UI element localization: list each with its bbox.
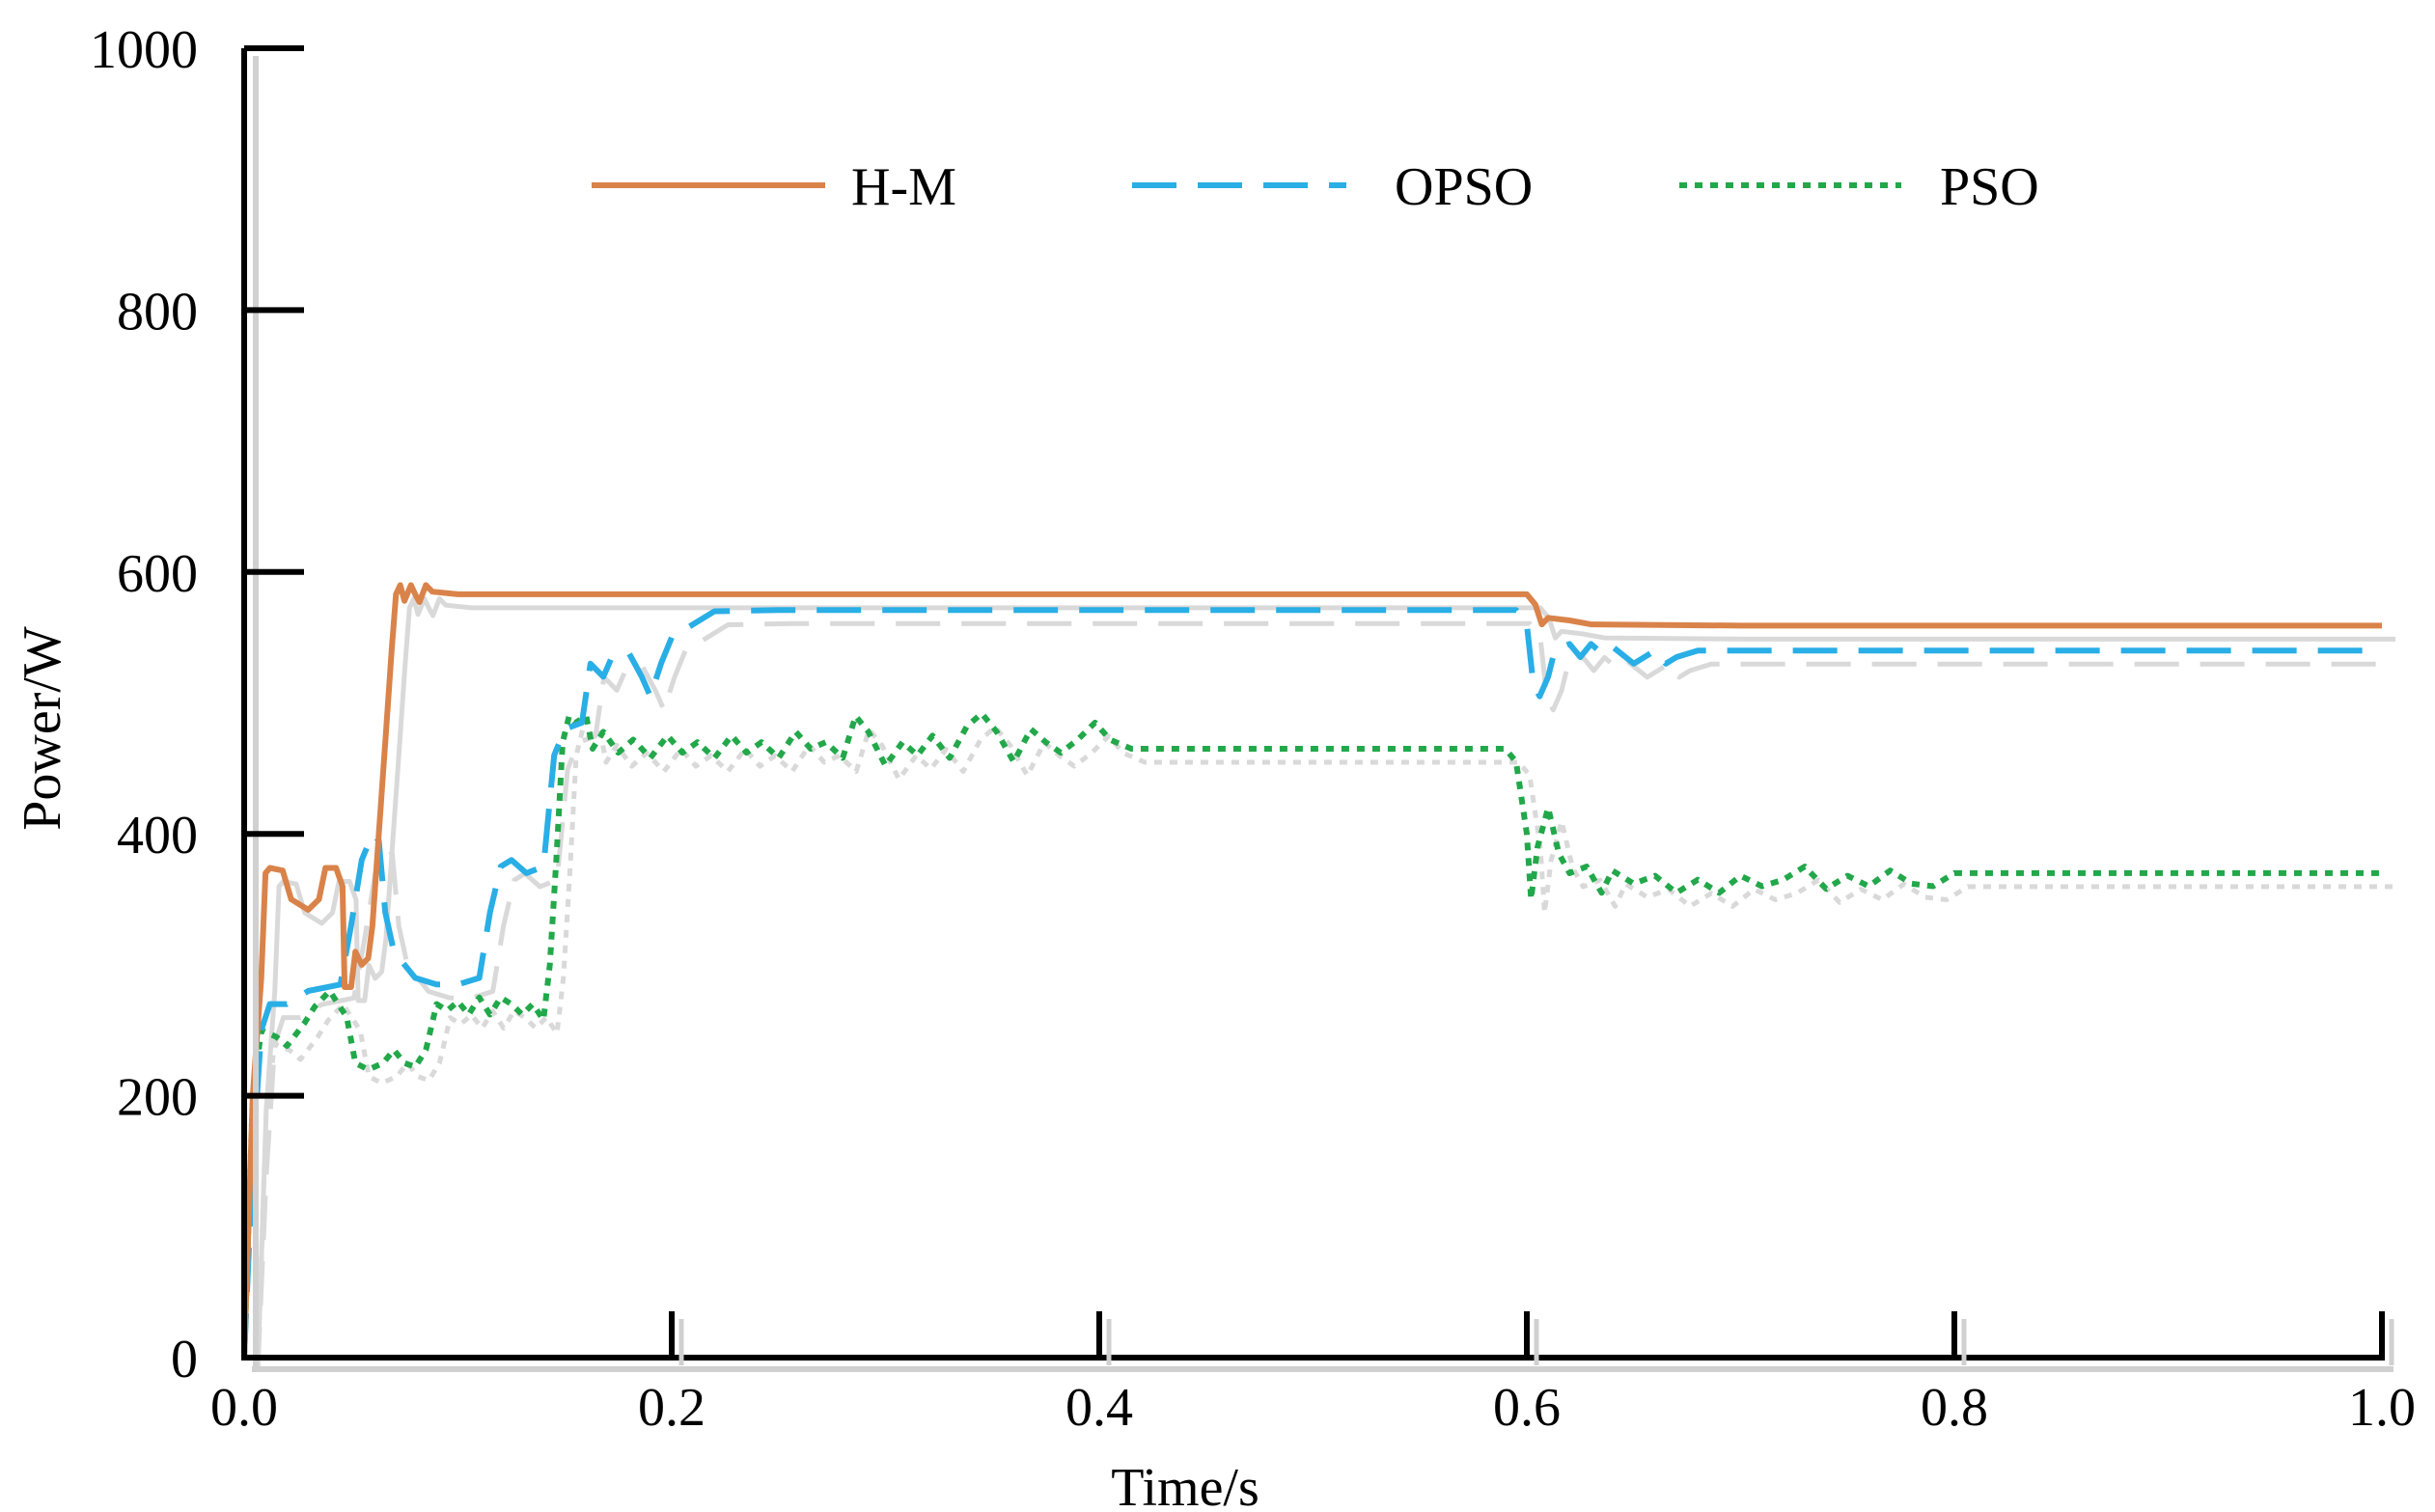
x-tick-label: 0.0 (210, 1378, 278, 1438)
x-tick-label: 0.2 (638, 1378, 706, 1438)
y-tick-label: 800 (117, 282, 198, 342)
series-line-h-m (241, 582, 2382, 1359)
legend-item-pso: PSO (1679, 157, 2039, 217)
series-line-opso (241, 607, 2382, 1359)
legend-label: PSO (1940, 157, 2039, 217)
series-shadow-opso (255, 620, 2395, 1372)
y-tick-label: 1000 (90, 20, 198, 80)
x-tick-label: 0.6 (1493, 1378, 1561, 1438)
series-layer (241, 582, 2395, 1372)
y-tick-label: 600 (117, 544, 198, 604)
y-axis-title: Power/W (13, 626, 72, 831)
legend-label: H-M (851, 157, 956, 217)
x-axis-title: Time/s (1111, 1458, 1259, 1512)
y-tick-label: 0 (171, 1330, 198, 1389)
y-tick-label: 200 (117, 1068, 198, 1128)
series-line-pso (241, 710, 2382, 1359)
legend-item-h-m: H-M (592, 157, 956, 217)
series-shadow-pso (255, 724, 2395, 1372)
legend: H-M OPSO PSO (592, 157, 2039, 217)
y-tick-label: 400 (117, 806, 198, 866)
x-tick-label: 0.4 (1065, 1378, 1133, 1438)
x-tick-label: 1.0 (2348, 1378, 2416, 1438)
axes-layer: 0 200 400 600 800 1000 0.0 0.2 0.4 0.6 0.8 1.0 (90, 20, 2416, 1438)
series-shadow-h-m (255, 595, 2395, 1372)
legend-label: OPSO (1395, 157, 1533, 217)
x-tick-label: 0.8 (1921, 1378, 1988, 1438)
legend-item-opso: OPSO (1132, 157, 1533, 217)
